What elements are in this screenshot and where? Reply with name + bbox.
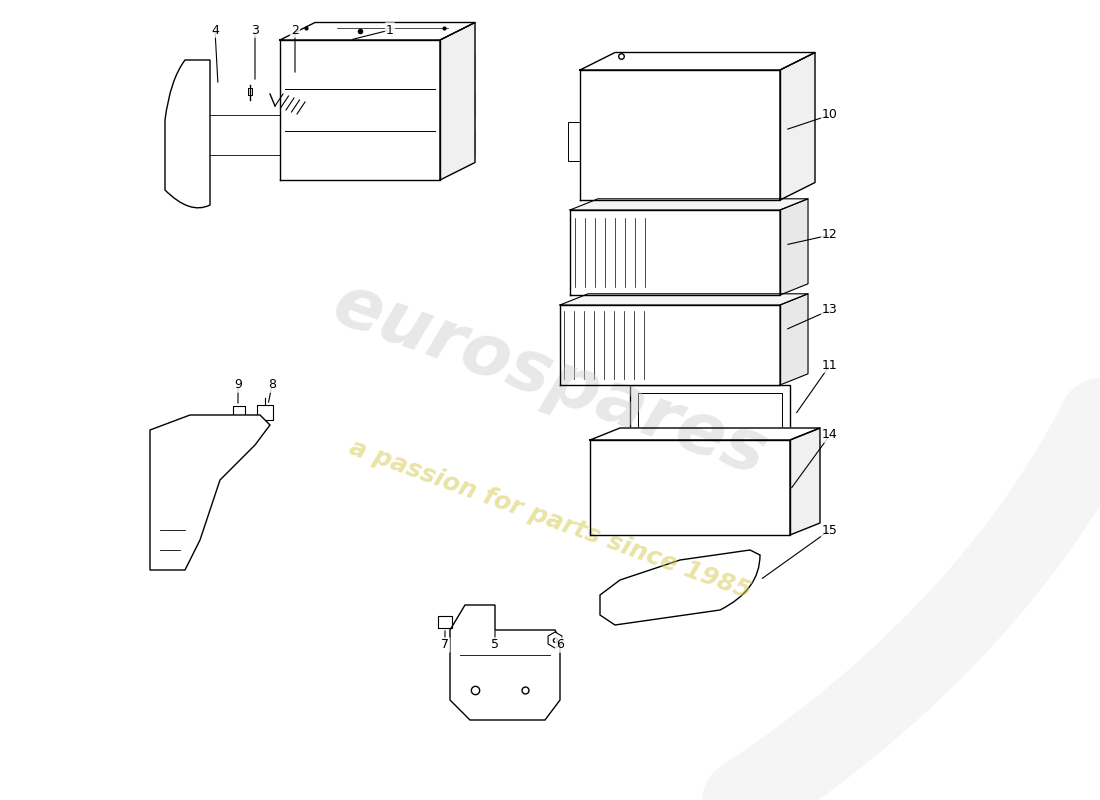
Bar bbox=[754, 243, 771, 255]
Text: 6: 6 bbox=[557, 638, 564, 651]
Bar bbox=[750, 319, 772, 331]
Bar bbox=[300, 141, 420, 157]
Bar bbox=[638, 393, 782, 432]
Text: 10: 10 bbox=[822, 109, 838, 122]
Bar bbox=[446, 54, 475, 79]
Bar bbox=[300, 67, 420, 83]
Text: 4: 4 bbox=[211, 23, 219, 37]
Bar bbox=[754, 221, 771, 233]
Bar bbox=[590, 85, 770, 190]
Text: 3: 3 bbox=[251, 23, 258, 37]
Text: 5: 5 bbox=[491, 638, 499, 651]
Text: 12: 12 bbox=[822, 229, 838, 242]
Text: a passion for parts since 1985: a passion for parts since 1985 bbox=[345, 436, 755, 604]
Polygon shape bbox=[780, 53, 815, 200]
Text: 7: 7 bbox=[441, 638, 449, 651]
Bar bbox=[754, 265, 771, 277]
PathPatch shape bbox=[165, 60, 210, 208]
Bar bbox=[568, 122, 580, 161]
Polygon shape bbox=[780, 199, 808, 295]
Text: 8: 8 bbox=[268, 378, 276, 391]
Text: 1: 1 bbox=[386, 23, 394, 37]
Polygon shape bbox=[440, 22, 475, 180]
Bar bbox=[300, 102, 420, 118]
Polygon shape bbox=[280, 22, 475, 40]
Polygon shape bbox=[590, 428, 820, 440]
Text: 2: 2 bbox=[292, 23, 299, 37]
Text: 9: 9 bbox=[234, 378, 242, 391]
Polygon shape bbox=[580, 53, 815, 70]
Polygon shape bbox=[560, 305, 780, 385]
Bar bbox=[725, 221, 742, 233]
Polygon shape bbox=[150, 415, 270, 570]
Polygon shape bbox=[548, 632, 562, 648]
Bar bbox=[750, 363, 772, 375]
Polygon shape bbox=[590, 440, 790, 535]
Polygon shape bbox=[560, 294, 808, 305]
Text: 13: 13 bbox=[822, 303, 838, 317]
Polygon shape bbox=[280, 40, 440, 180]
Text: 15: 15 bbox=[822, 523, 838, 537]
Polygon shape bbox=[570, 210, 780, 295]
Text: eurospares: eurospares bbox=[323, 270, 777, 490]
Polygon shape bbox=[790, 428, 820, 535]
Polygon shape bbox=[780, 294, 808, 385]
Text: 11: 11 bbox=[822, 358, 838, 371]
Polygon shape bbox=[580, 70, 780, 200]
Bar bbox=[446, 130, 475, 155]
Text: 14: 14 bbox=[822, 429, 838, 442]
Bar bbox=[446, 92, 475, 117]
Polygon shape bbox=[450, 605, 560, 720]
Bar bbox=[725, 243, 742, 255]
Bar bbox=[600, 452, 780, 525]
Bar bbox=[725, 265, 742, 277]
Bar bbox=[630, 385, 790, 440]
Bar bbox=[750, 341, 772, 353]
Polygon shape bbox=[570, 199, 808, 210]
PathPatch shape bbox=[600, 550, 760, 625]
